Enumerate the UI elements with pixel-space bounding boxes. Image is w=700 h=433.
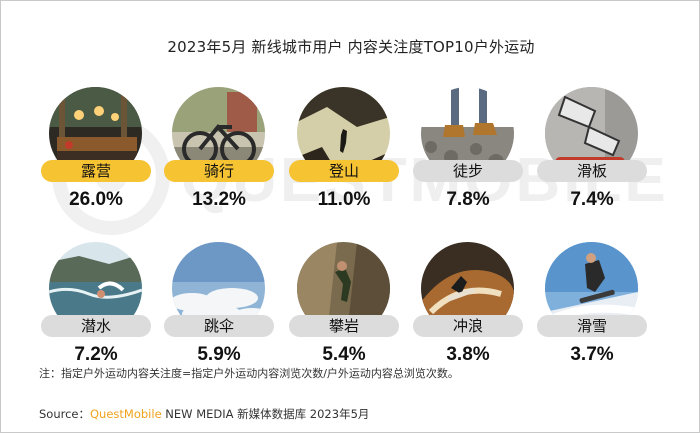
activity-item: 潜水 7.2% — [41, 242, 151, 402]
activity-item: 骑行 13.2% — [164, 87, 274, 247]
source-label: Source： — [39, 407, 90, 421]
category-label: 登山 — [289, 160, 399, 182]
source-line: Source：QuestMobile NEW MEDIA 新媒体数据库 2023… — [39, 406, 369, 422]
value-label: 3.8% — [446, 344, 490, 365]
value-label: 5.4% — [322, 344, 366, 365]
value-label: 3.7% — [570, 344, 614, 365]
source-rest: NEW MEDIA 新媒体数据库 2023年5月 — [161, 407, 370, 421]
category-label: 潜水 — [41, 315, 151, 337]
category-label: 滑雪 — [537, 315, 647, 337]
category-label: 攀岩 — [289, 315, 399, 337]
value-label: 13.2% — [192, 189, 246, 210]
chart-title: 2023年5月 新线城市用户 内容关注度TOP10户外运动 — [167, 38, 535, 56]
activity-item: 滑雪 3.7% — [537, 242, 647, 402]
category-label: 骑行 — [164, 160, 274, 182]
value-label: 7.4% — [570, 189, 614, 210]
category-label: 徒步 — [413, 160, 523, 182]
footnote: 注：指定户外运动内容关注度=指定户外运动内容浏览次数/户外运动内容总浏览次数。 — [39, 367, 459, 380]
activity-item: 登山 11.0% — [289, 87, 399, 247]
category-label: 滑板 — [537, 160, 647, 182]
activity-item: 滑板 7.4% — [537, 87, 647, 247]
source-brand: QuestMobile — [90, 407, 162, 421]
category-label: 露营 — [41, 160, 151, 182]
value-label: 11.0% — [317, 189, 371, 210]
activity-item: 攀岩 5.4% — [289, 242, 399, 402]
activity-item: 徒步 7.8% — [413, 87, 523, 247]
activity-item: 跳伞 5.9% — [164, 242, 274, 402]
value-label: 26.0% — [69, 189, 123, 210]
activity-item: 冲浪 3.8% — [413, 242, 523, 402]
category-label: 冲浪 — [413, 315, 523, 337]
category-label: 跳伞 — [164, 315, 274, 337]
value-label: 5.9% — [197, 344, 241, 365]
value-label: 7.8% — [446, 189, 490, 210]
activity-item: 露营 26.0% — [41, 87, 151, 247]
value-label: 7.2% — [74, 344, 118, 365]
